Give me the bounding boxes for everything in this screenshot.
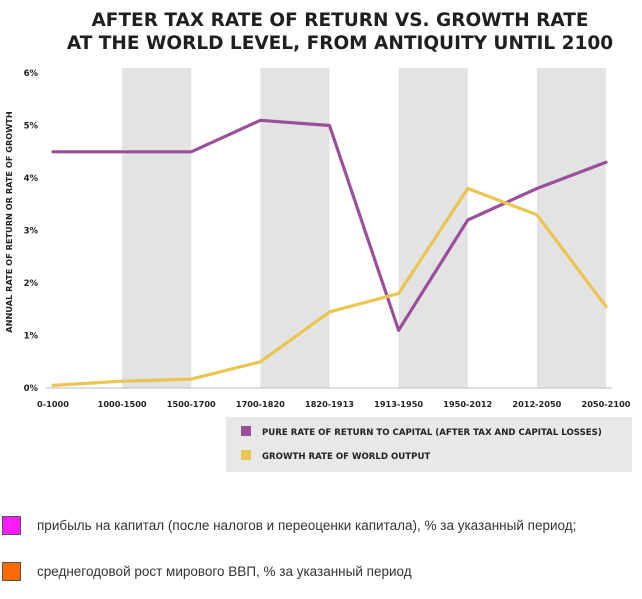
legend-label-return: PURE RATE OF RETURN TO CAPITAL (AFTER TA… [262,428,602,438]
growth-point-6 [397,292,400,295]
caption-text-return: прибыль на капитал (после налогов и пере… [37,518,577,533]
return-point-7 [466,218,469,222]
y-tick-label: 4% [24,174,39,184]
shaded-band-2 [260,68,330,388]
growth-point-7 [466,187,469,190]
x-tick-label: 1700-1820 [236,399,285,409]
growth-point-3 [190,377,193,381]
x-tick-label: 2012-2050 [512,399,561,409]
x-tick-label: 1820-1913 [305,399,354,409]
return-point-6 [397,329,400,332]
growth-point-9 [604,305,608,308]
growth-point-4 [259,360,262,363]
return-point-9 [604,161,608,164]
chart-title-line-2: AT THE WORLD LEVEL, FROM ANTIQUITY UNTIL… [67,33,613,54]
x-tick-label: 1500-1700 [167,399,216,409]
caption-growth: среднегодовой рост мирового ВВП, % за ук… [2,562,412,581]
y-tick-label: 3% [24,227,39,237]
y-axis-label: ANNUAL RATE OF RETURN OR RATE OF GROWTH [4,111,14,333]
shaded-band-1 [122,68,192,388]
caption-swatch-return [2,516,21,535]
x-tick-label: 1913-1950 [374,399,423,409]
return-point-3 [190,150,193,153]
return-point-2 [120,150,124,153]
x-tick-label: 2050-2100 [582,399,631,409]
x-tick-label: 0-1000 [37,399,69,409]
shaded-band-3 [398,68,468,388]
y-tick-label: 0% [24,384,39,394]
return-point-1 [51,150,55,153]
growth-point-8 [535,213,539,216]
y-tick-label: 2% [24,279,39,289]
chart-title-line-1: AFTER TAX RATE OF RETURN VS. GROWTH RATE [91,10,588,31]
chart: AFTER TAX RATE OF RETURN VS. GROWTH RATE… [4,10,632,472]
x-tick-label: 1000-1500 [98,399,147,409]
growth-point-5 [328,310,331,314]
growth-point-2 [120,379,124,383]
y-tick-label: 5% [24,122,39,132]
return-point-8 [535,187,539,190]
x-tick-label: 1950-2012 [443,399,492,409]
return-point-4 [259,119,262,122]
legend-label-growth: GROWTH RATE OF WORLD OUTPUT [262,452,430,462]
y-tick-label: 1% [24,332,39,342]
caption-text-growth: среднегодовой рост мирового ВВП, % за ук… [37,564,412,579]
legend-box [226,417,632,472]
caption-swatch-growth [2,562,21,581]
legend-swatch-return [241,426,251,436]
return-point-5 [328,124,331,127]
y-tick-label: 6% [24,69,39,79]
chart-panel: AFTER TAX RATE OF RETURN VS. GROWTH RATE… [4,10,632,472]
growth-point-1 [51,384,55,387]
legend-swatch-growth [241,450,251,460]
caption-return: прибыль на капитал (после налогов и пере… [2,516,576,535]
